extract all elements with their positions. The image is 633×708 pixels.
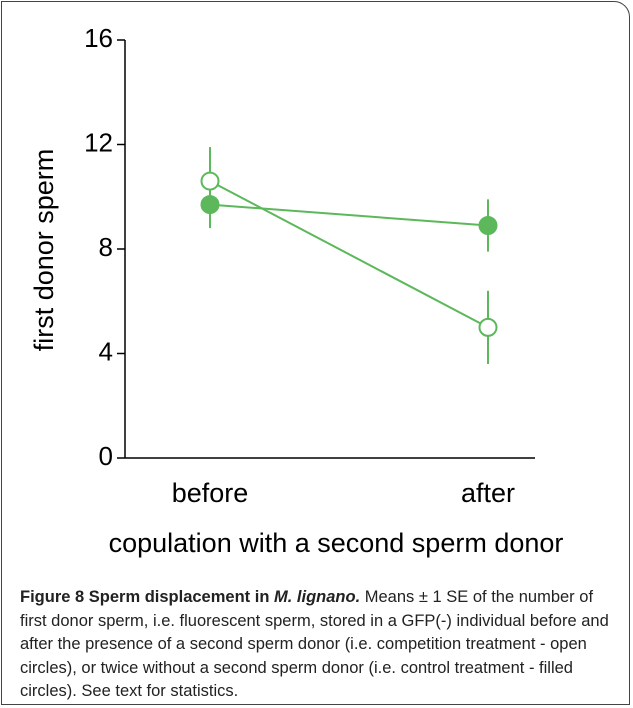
point: [478, 317, 498, 337]
caption-text: Means ± 1 SE of the number of first dono…: [20, 588, 609, 700]
y-tick-label: 12: [84, 127, 113, 157]
x-tick-label: after: [461, 478, 515, 508]
x-axis-label: copulation with a second sperm donor: [109, 528, 564, 558]
caption-title: Figure 8 Sperm displacement in: [20, 588, 270, 606]
y-tick-label: 16: [84, 23, 113, 53]
chart: first donor sperm copulation with a seco…: [29, 23, 564, 558]
point: [200, 171, 220, 191]
series-line: [209, 180, 489, 329]
y-tick-label: 0: [99, 441, 113, 471]
caption-species: M. lignano.: [274, 588, 361, 606]
caption: Figure 8 Sperm displacement in M. lignan…: [20, 586, 616, 704]
x-tick-label: before: [172, 478, 249, 508]
y-tick-label: 8: [99, 232, 113, 262]
point: [200, 195, 220, 215]
series-line: [209, 203, 489, 227]
y-axis-label: first donor sperm: [29, 149, 59, 352]
point: [478, 215, 498, 235]
y-tick-label: 4: [99, 336, 113, 366]
